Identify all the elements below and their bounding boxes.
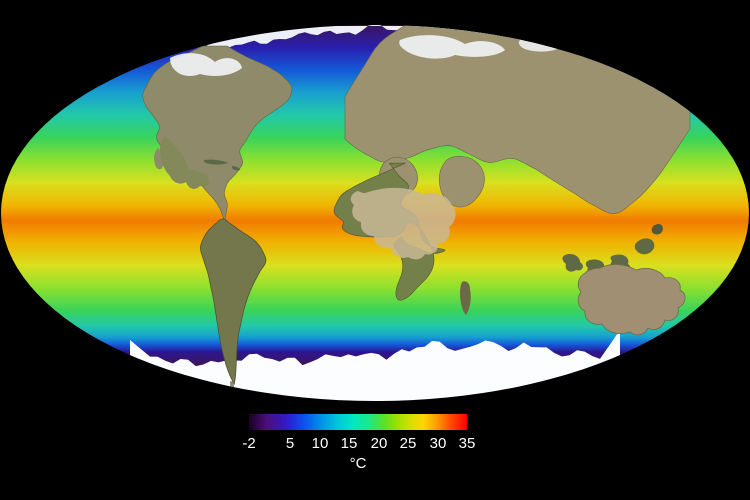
svg-text:15: 15 bbox=[341, 435, 358, 452]
svg-text:30: 30 bbox=[430, 435, 447, 452]
svg-text:25: 25 bbox=[400, 435, 417, 452]
svg-text:-2: -2 bbox=[242, 435, 255, 452]
svg-text:20: 20 bbox=[371, 435, 388, 452]
svg-text:5: 5 bbox=[286, 435, 294, 452]
svg-text:°C: °C bbox=[350, 455, 367, 472]
svg-text:10: 10 bbox=[312, 435, 329, 452]
svg-text:35: 35 bbox=[459, 435, 476, 452]
